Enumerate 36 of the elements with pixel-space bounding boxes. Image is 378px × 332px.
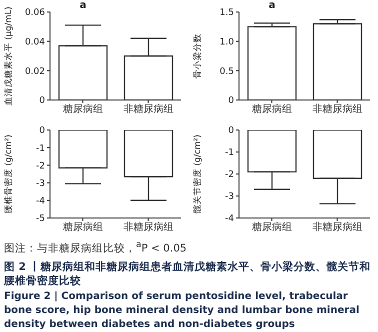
y-tick-label: 0 xyxy=(39,126,46,136)
y-tick-label: -4 xyxy=(36,196,46,207)
x-tick-label: 糖尿病组 xyxy=(62,103,103,116)
text: Figure 2 | Comparison of serum pentosidine level, trabecular bone score, hip bone mineral density and lumbar bone mineral density between diabetes and non-diabetes groups xyxy=(4,290,360,332)
x-tick-label: 糖尿病组 xyxy=(252,221,292,234)
x-tick-label: 糖尿病组 xyxy=(62,221,103,234)
y-tick-label: -2 xyxy=(225,170,234,180)
y-axis-title: 髋关节密度 (g/cm²) xyxy=(192,134,203,214)
y-tick-label: 0 xyxy=(228,96,234,106)
y-tick-label: 1.0 xyxy=(220,38,234,48)
y-tick-label: 0 xyxy=(228,126,234,136)
y-tick-label: -4 xyxy=(225,214,234,224)
y-tick-label: -1 xyxy=(36,144,45,154)
x-tick-label: 非糖尿病组 xyxy=(123,221,174,234)
y-tick-label: 0 xyxy=(39,96,46,106)
y-tick-label: -2 xyxy=(36,161,45,172)
y-tick-label: -1 xyxy=(225,148,234,158)
y-tick-label: -3 xyxy=(225,192,234,202)
y-axis-title: 血清戊糖素水平 (μg/mL) xyxy=(3,6,14,106)
y-tick-label: -3 xyxy=(36,178,45,189)
text: a xyxy=(78,0,88,11)
y-tick-label: -5 xyxy=(36,214,45,224)
text: 图注：与非糖尿病组比较，$^{a}$P < 0.05 xyxy=(4,240,188,256)
y-tick-label: 0.02 xyxy=(24,66,45,77)
x-tick-label: 非糖尿病组 xyxy=(123,103,174,116)
y-axis-title: 骨小梁分数 xyxy=(192,34,203,78)
x-tick-label: 非糖尿病组 xyxy=(312,103,362,116)
y-axis-title: 腰椎骨密度 (g/cm²) xyxy=(3,134,14,214)
y-tick-label: 0.5 xyxy=(220,66,234,77)
y-tick-label: 1.5 xyxy=(220,8,234,18)
text: 图 2 丨糖尿病组和非糖尿病组患者血清戊糖素水平、骨小梁分数、髋关节和腰椎骨密度比较 xyxy=(4,260,372,288)
text: a xyxy=(268,0,276,11)
y-tick-label: 0.06 xyxy=(24,8,46,18)
x-tick-label: 非糖尿病组 xyxy=(312,221,362,234)
y-tick-label: 0.04 xyxy=(24,38,46,48)
x-tick-label: 糖尿病组 xyxy=(252,103,292,116)
